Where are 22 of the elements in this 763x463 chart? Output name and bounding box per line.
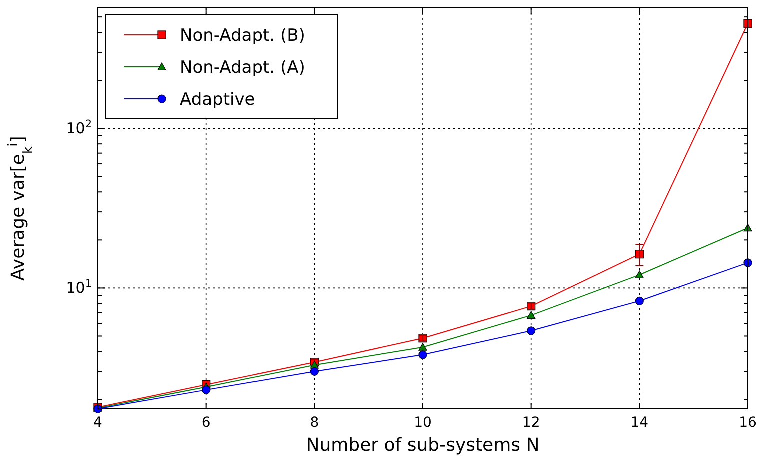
y-tick-label: 10$^{1}$ bbox=[66, 278, 92, 298]
y-tick-label: 10$^{2}$ bbox=[66, 118, 92, 138]
x-tick-label: 12 bbox=[522, 415, 540, 431]
point bbox=[744, 19, 752, 28]
legend-label: Adaptive bbox=[180, 90, 256, 110]
point bbox=[202, 386, 211, 394]
point bbox=[418, 343, 428, 351]
x-tick-label: 8 bbox=[310, 415, 320, 431]
x-tick-label: 14 bbox=[630, 415, 649, 431]
point bbox=[527, 326, 536, 336]
x-tick-label: 6 bbox=[202, 415, 211, 431]
x-tick-label: 16 bbox=[739, 415, 757, 431]
x-axis-title: Number of sub-systems N bbox=[306, 435, 540, 456]
legend-label: Non-Adapt. (A) bbox=[180, 58, 306, 78]
point bbox=[527, 311, 536, 319]
point bbox=[418, 350, 428, 360]
legend-label: Non-Adapt. (B) bbox=[180, 26, 306, 46]
point bbox=[310, 367, 319, 376]
x-tick-label: 4 bbox=[94, 415, 103, 431]
x-tick-label: 10 bbox=[414, 415, 432, 431]
point bbox=[635, 296, 644, 306]
point bbox=[635, 270, 644, 278]
